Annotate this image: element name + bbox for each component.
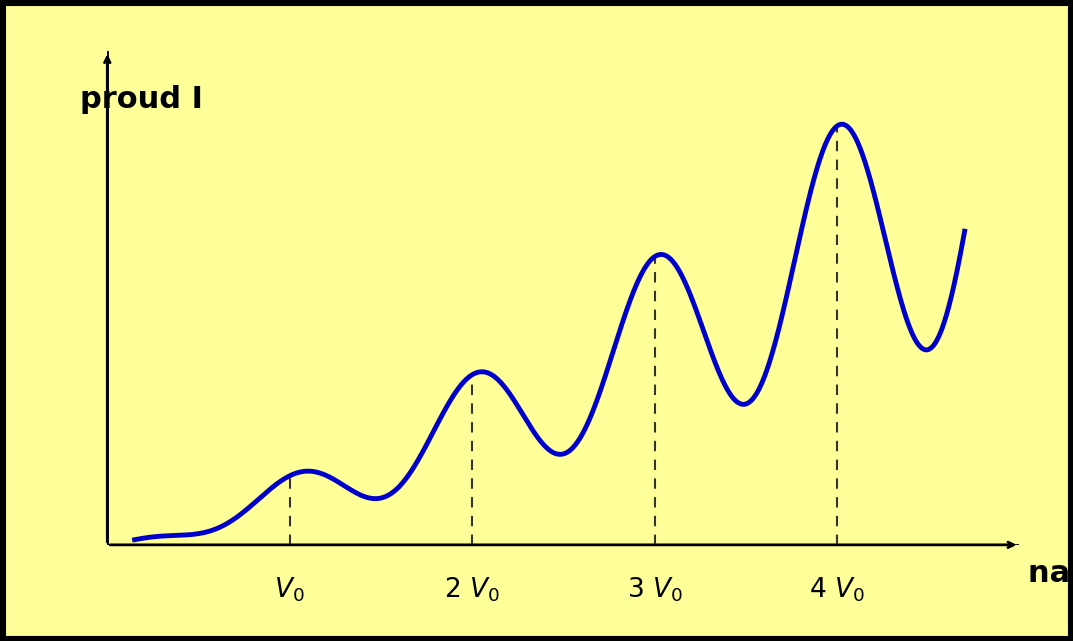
Text: napětí V: napětí V xyxy=(1028,558,1073,588)
Text: $3\ V_0$: $3\ V_0$ xyxy=(627,576,682,604)
Text: proud I: proud I xyxy=(79,85,203,114)
Text: $4\ V_0$: $4\ V_0$ xyxy=(809,576,865,604)
Text: $2\ V_0$: $2\ V_0$ xyxy=(444,576,500,604)
Text: $V_0$: $V_0$ xyxy=(275,576,305,604)
